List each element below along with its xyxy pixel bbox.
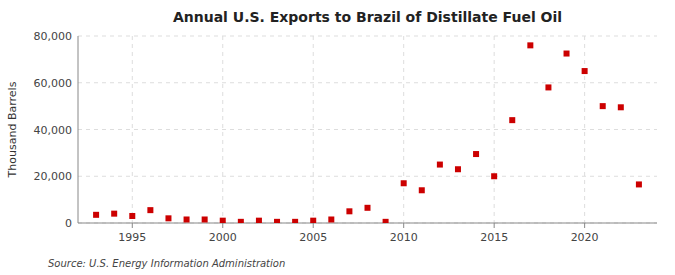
y-grid-line xyxy=(78,176,657,177)
grid xyxy=(78,36,657,223)
title: Annual U.S. Exports to Brazil of Distill… xyxy=(173,9,562,25)
x-tick-label: 2010 xyxy=(390,231,418,244)
point xyxy=(437,162,443,168)
point xyxy=(419,187,425,193)
y-grid-line xyxy=(78,223,657,224)
x-tick-label: 1995 xyxy=(118,231,146,244)
x-tick xyxy=(494,223,495,228)
point xyxy=(491,173,497,179)
y-tick-label: 60,000 xyxy=(34,77,73,90)
point xyxy=(509,117,515,123)
point xyxy=(93,212,99,218)
x-tick xyxy=(222,223,223,228)
axes: 0 20,000 40,000 60,000 80,000 1995 2000 2005 201… xyxy=(34,30,658,244)
x-axis-line xyxy=(78,223,657,224)
points xyxy=(93,42,642,223)
x-tick xyxy=(313,223,314,228)
point xyxy=(274,219,280,223)
point xyxy=(238,219,244,223)
x-tick xyxy=(132,223,133,228)
point xyxy=(328,216,334,222)
point xyxy=(545,84,551,90)
chart: Annual U.S. Exports to Brazil of Distill… xyxy=(0,0,675,275)
x-tick xyxy=(584,223,585,228)
point xyxy=(473,151,479,157)
y-tick-label: 80,000 xyxy=(34,30,73,43)
point xyxy=(600,103,606,109)
point xyxy=(636,181,642,187)
x-tick xyxy=(403,223,404,228)
point xyxy=(292,219,298,223)
point xyxy=(220,218,226,223)
point xyxy=(256,218,262,223)
x-grid-line xyxy=(403,36,404,223)
x-grid-line xyxy=(584,36,585,223)
y-tick-label: 40,000 xyxy=(34,124,73,137)
y-axis-label: Thousand Barrels xyxy=(6,81,19,178)
point xyxy=(165,215,171,221)
y-axis-line xyxy=(78,36,79,223)
source-note: Source: U.S. Energy Information Administ… xyxy=(48,258,285,269)
point xyxy=(527,42,533,48)
x-grid-line xyxy=(132,36,133,223)
x-tick-label: 2015 xyxy=(480,231,508,244)
y-tick-label: 20,000 xyxy=(34,170,73,183)
x-grid-line xyxy=(494,36,495,223)
point xyxy=(383,219,389,223)
x-tick-label: 2005 xyxy=(299,231,327,244)
point xyxy=(455,166,461,172)
point xyxy=(564,51,570,57)
point xyxy=(310,218,316,223)
y-grid-line xyxy=(78,82,657,83)
point xyxy=(111,211,117,217)
point xyxy=(582,68,588,74)
point xyxy=(346,208,352,214)
y-tick-label: 0 xyxy=(65,217,72,230)
x-tick-label: 2000 xyxy=(209,231,237,244)
y-grid-line xyxy=(78,36,657,37)
x-tick-label: 2020 xyxy=(571,231,599,244)
point xyxy=(618,104,624,110)
point xyxy=(129,213,135,219)
point xyxy=(202,216,208,222)
point xyxy=(184,216,190,222)
point xyxy=(401,180,407,186)
point xyxy=(147,207,153,213)
y-grid-line xyxy=(78,129,657,130)
x-grid-line xyxy=(313,36,314,223)
point xyxy=(365,205,371,211)
x-grid-line xyxy=(222,36,223,223)
